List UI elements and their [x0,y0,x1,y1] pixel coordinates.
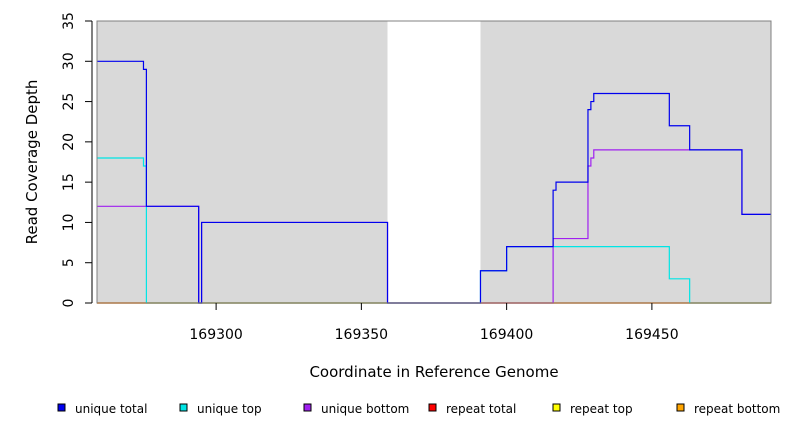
y-tick-label-5: 5 [61,258,77,267]
legend-label-repeat-top: repeat top [570,402,633,416]
x-tick-label-169350: 169350 [335,327,388,343]
series-line-unique-total [97,60,771,304]
x-tick-label-169450: 169450 [625,327,678,343]
legend-swatch-unique-bottom [303,403,312,412]
y-tick-label-15: 15 [61,173,77,191]
shaded-region-1 [97,21,388,303]
legend-swatch-repeat-total [428,403,437,412]
y-tick-label-30: 30 [61,52,77,70]
legend-swatch-unique-top [179,403,188,412]
x-axis-label: Coordinate in Reference Genome [309,363,558,381]
y-tick-label-35: 35 [61,12,77,30]
legend-label-repeat-bottom: repeat bottom [694,402,780,416]
legend-swatch-repeat-top [552,403,561,412]
plot-frame [96,20,772,304]
y-tick-label-0: 0 [61,299,77,308]
legend: unique total unique top unique bottom repea… [57,402,780,416]
shaded-regions [97,21,771,303]
y-tick-label-20: 20 [61,133,77,151]
shaded-region-2 [480,21,771,303]
y-tick-label-25: 25 [61,93,77,111]
legend-swatch-repeat-bottom [676,403,685,412]
x-tick-label-169300: 169300 [189,327,242,343]
legend-label-unique-total: unique total [75,402,147,416]
y-tick-label-10: 10 [61,214,77,232]
legend-label-repeat-total: repeat total [446,402,516,416]
axes: 0 5 10 15 20 25 30 35 169300 169350 169400 169450 [61,12,772,343]
legend-label-unique-bottom: unique bottom [321,402,409,416]
y-axis-label: Read Coverage Depth [23,80,41,245]
legend-label-unique-top: unique top [197,402,262,416]
legend-swatch-unique-total [57,403,66,412]
x-tick-label-169400: 169400 [480,327,533,343]
